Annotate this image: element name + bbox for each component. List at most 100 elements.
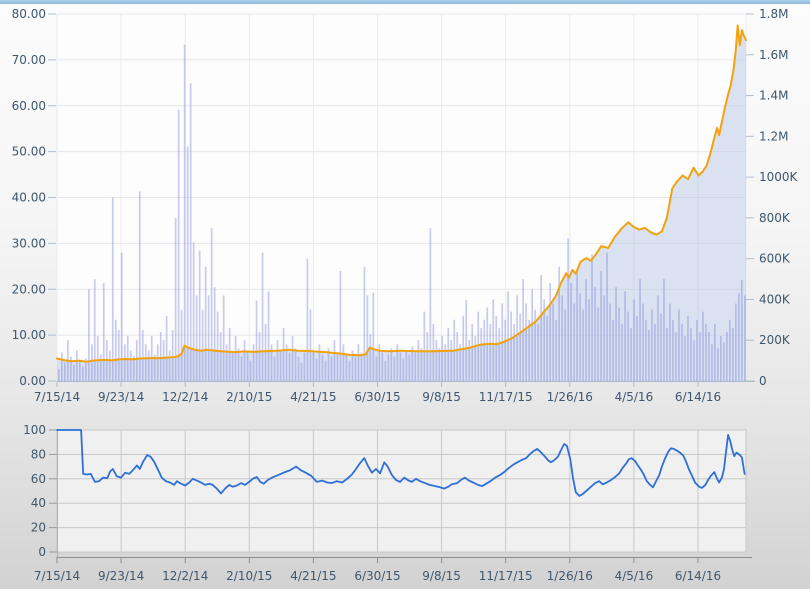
volume-bar — [309, 309, 312, 381]
volume-bar — [531, 289, 533, 382]
volume-bar — [144, 344, 147, 381]
volume-bar — [285, 344, 288, 381]
volume-bar — [117, 330, 120, 381]
volume-bar — [213, 287, 216, 381]
volume-bar — [342, 344, 345, 381]
osc-date-label: 4/5/16 — [615, 569, 654, 583]
volume-bar — [108, 350, 111, 381]
volume-bar — [276, 340, 279, 381]
volume-bar — [666, 328, 668, 381]
volume-bar — [732, 328, 734, 381]
volume-bar — [114, 319, 117, 381]
volume-bar — [198, 250, 201, 381]
volume-bar — [201, 309, 204, 381]
volume-bar — [696, 319, 698, 381]
volume-bar — [291, 336, 294, 381]
window-top-border — [0, 0, 810, 4]
volume-bar — [408, 354, 411, 381]
volume-bar — [669, 303, 671, 381]
volume-bar — [399, 352, 402, 381]
volume-bar — [489, 323, 492, 381]
volume-bar — [708, 332, 710, 381]
volume-bar — [525, 303, 527, 381]
left-axis-label: 60.00 — [12, 99, 46, 113]
volume-bar — [744, 295, 746, 381]
right-axis-label: 400K — [759, 292, 791, 306]
volume-bar — [726, 332, 728, 381]
volume-bar — [567, 238, 569, 381]
volume-bar — [70, 356, 72, 381]
volume-bar — [339, 270, 342, 381]
volume-bar — [639, 279, 641, 381]
volume-bar — [402, 358, 405, 381]
main-date-label: 9/8/15 — [422, 390, 461, 404]
osc-date-label: 11/17/15 — [479, 569, 533, 583]
volume-bar — [648, 330, 650, 381]
volume-bar — [543, 299, 545, 381]
main-date-label: 11/17/15 — [479, 390, 533, 404]
volume-bar — [363, 266, 366, 381]
volume-bar — [333, 340, 336, 381]
volume-bar — [594, 287, 596, 381]
volume-bar — [300, 362, 303, 381]
right-axis-label: 1.6M — [759, 48, 788, 62]
volume-bar — [657, 295, 659, 381]
volume-bar — [729, 319, 731, 381]
left-axis-label: 30.00 — [12, 236, 46, 250]
volume-bar — [58, 368, 60, 381]
volume-bar — [555, 319, 557, 381]
volume-bar — [174, 217, 177, 381]
volume-bar — [330, 356, 333, 381]
volume-bar — [252, 344, 255, 381]
volume-bar — [381, 352, 384, 381]
volume-bar — [288, 352, 291, 381]
volume-bar — [519, 313, 521, 381]
volume-bar — [156, 344, 159, 381]
volume-bar — [477, 311, 480, 381]
volume-bar — [618, 307, 620, 381]
osc-left-axis-label: 60 — [31, 472, 46, 486]
osc-left-axis-label: 20 — [31, 521, 46, 535]
volume-bar — [450, 340, 453, 381]
volume-bar — [654, 323, 656, 381]
volume-bar — [681, 323, 683, 381]
volume-bar — [99, 354, 102, 381]
main-date-label: 6/14/16 — [675, 390, 721, 404]
volume-bar — [429, 228, 432, 381]
osc-left-axis-label: 100 — [23, 423, 46, 437]
volume-bar — [91, 344, 93, 381]
volume-bar — [633, 299, 635, 381]
volume-bar — [411, 346, 414, 381]
right-axis-label: 600K — [759, 252, 791, 266]
volume-bar — [432, 323, 435, 381]
volume-bar — [282, 328, 285, 381]
volume-bar — [189, 83, 192, 382]
volume-bar — [159, 332, 162, 381]
volume-bar — [579, 293, 581, 381]
volume-bar — [240, 356, 243, 381]
oscillator-chart[interactable]: 100 80 60 40 20 0 7/15/14 9/23/14 12/2/14 2/10/15… — [23, 423, 752, 583]
osc-date-label: 4/21/15 — [290, 569, 336, 583]
volume-bar — [270, 344, 273, 381]
oscillator-plot-area[interactable] — [57, 430, 746, 552]
main-date-label: 4/5/16 — [615, 390, 654, 404]
volume-bar — [564, 309, 566, 381]
volume-bar — [336, 352, 339, 381]
volume-bar — [183, 44, 186, 381]
left-axis-label: 20.00 — [12, 282, 46, 296]
volume-bar — [102, 283, 105, 381]
volume-bar — [426, 332, 429, 381]
volume-bar — [735, 303, 737, 381]
volume-bar — [192, 242, 195, 381]
left-axis-label: 10.00 — [12, 328, 46, 342]
volume-bar — [345, 354, 348, 381]
right-axis-label: 1.8M — [759, 7, 788, 21]
volume-bar — [678, 309, 680, 381]
volume-bar — [64, 362, 66, 381]
osc-left-axis-label: 0 — [38, 545, 46, 559]
osc-date-label: 2/10/15 — [226, 569, 272, 583]
price-line — [56, 24, 747, 363]
main-price-volume-chart[interactable]: 80.00 70.00 60.00 50.00 40.00 30.00 20.00 10.00… — [12, 7, 799, 404]
volume-bar — [480, 328, 483, 381]
